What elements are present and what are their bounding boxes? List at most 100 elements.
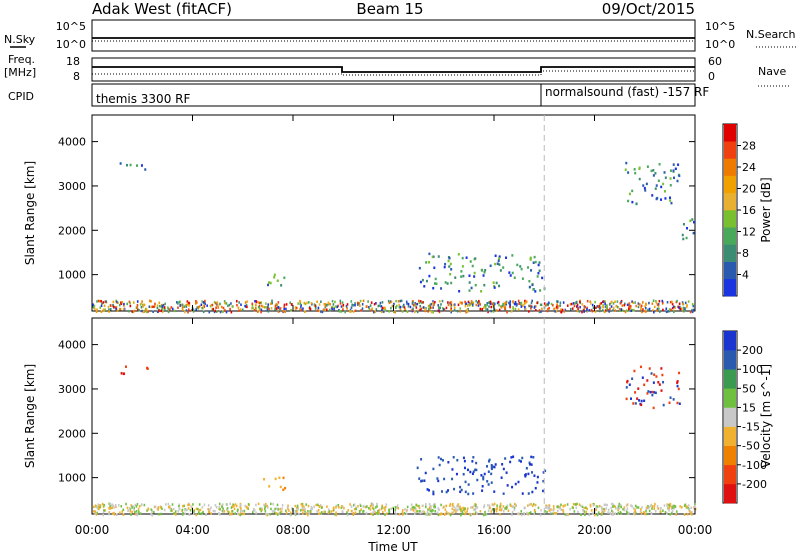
power-ground-cell xyxy=(629,305,632,308)
velocity-ground-cell xyxy=(341,505,344,508)
velocity-ground-cell xyxy=(605,507,608,510)
power-echo-cell xyxy=(627,171,630,174)
power-echo-cell xyxy=(660,198,663,201)
velocity-ground-cell xyxy=(218,507,220,511)
power-echo-cell xyxy=(494,262,497,266)
velocity-echo-cell xyxy=(678,402,681,405)
power-ground-cell xyxy=(300,304,302,307)
power-ground-cell xyxy=(453,306,456,309)
power-ground-cell xyxy=(666,301,669,304)
power-ground-cell xyxy=(163,306,166,309)
velocity-ground-cell xyxy=(600,505,603,509)
power-ground-cell xyxy=(283,303,286,307)
power-ground-cell xyxy=(202,304,205,307)
power-ground-cell xyxy=(685,305,688,309)
velocity-ground-cell xyxy=(288,509,290,512)
power-ground-cell xyxy=(449,304,452,307)
x-tick-label: 08:00 xyxy=(276,523,311,537)
power-ground-cell xyxy=(261,304,263,308)
power-ground-cell xyxy=(691,303,694,306)
power-ground-cell xyxy=(409,305,412,309)
velocity-echo-cell xyxy=(668,401,671,405)
velocity-ground-cell xyxy=(430,510,433,514)
velocity-ground-cell xyxy=(132,505,135,508)
power-ground-cell xyxy=(570,302,573,306)
velocity-ground-cell xyxy=(318,512,320,515)
velocity-ground-cell xyxy=(459,505,461,509)
velocity-ground-cell xyxy=(443,513,446,516)
power-ground-cell xyxy=(536,301,539,305)
velocity-ground-cell xyxy=(138,510,140,513)
velocity-ground-cell xyxy=(545,506,548,509)
velocity-ground-cell xyxy=(423,510,425,514)
power-ground-cell xyxy=(192,310,195,313)
velocity-ground-cell xyxy=(397,506,400,510)
velocity-echo-cell xyxy=(452,455,455,459)
velocity-echo-cell xyxy=(521,456,524,460)
velocity-ground-cell xyxy=(239,505,242,509)
power-ground-cell xyxy=(93,304,96,308)
power-ground-cell xyxy=(181,308,184,311)
power-ground-cell xyxy=(489,302,492,305)
power-ground-cell xyxy=(342,308,344,311)
velocity-ground-cell xyxy=(552,505,555,508)
power-ground-cell xyxy=(470,300,473,303)
power-ground-cell xyxy=(450,307,452,311)
power-ground-cell xyxy=(337,304,339,308)
power-echo-cell xyxy=(664,190,667,193)
velocity-ground-cell xyxy=(437,513,440,517)
velocity-colorbar-segment xyxy=(724,369,736,389)
velocity-echo-cell xyxy=(451,477,454,481)
power-echo-cell xyxy=(652,174,655,177)
velocity-ground-cell xyxy=(527,504,529,507)
velocity-ground-cell xyxy=(279,511,282,514)
power-ground-cell xyxy=(398,303,400,307)
power-ground-cell xyxy=(332,303,335,306)
velocity-echo-cell xyxy=(487,460,490,463)
power-ground-cell xyxy=(661,302,664,306)
velocity-ground-cell xyxy=(510,504,512,507)
velocity-ground-cell xyxy=(634,504,637,508)
velocity-echo-cell xyxy=(652,381,655,384)
power-ground-cell xyxy=(429,309,431,312)
velocity-echo-cell xyxy=(493,490,496,493)
velocity-ground-cell xyxy=(418,506,421,510)
velocity-ground-cell xyxy=(109,502,111,506)
power-echo-cell xyxy=(669,169,672,172)
power-ground-cell xyxy=(379,301,382,305)
power-ground-cell xyxy=(497,300,500,304)
velocity-ground-cell xyxy=(372,507,375,511)
power-ground-cell xyxy=(141,309,143,313)
velocity-echo-cell xyxy=(672,398,675,401)
velocity-echo-cell xyxy=(542,471,545,474)
power-echo-cell xyxy=(473,275,476,278)
power-ground-cell xyxy=(320,300,322,303)
power-ground-cell xyxy=(215,306,217,309)
power-echo-cell xyxy=(511,254,514,257)
power-ground-cell xyxy=(596,305,599,308)
power-ground-cell xyxy=(644,306,647,310)
velocity-ground-cell xyxy=(496,507,498,510)
power-ground-cell xyxy=(530,301,533,305)
power-echo-cell xyxy=(633,168,636,171)
velocity-echo-cell xyxy=(436,477,439,480)
power-ground-cell xyxy=(345,305,348,308)
velocity-ground-cell xyxy=(683,504,686,507)
velocity-ground-cell xyxy=(691,513,693,516)
velocity-ground-cell xyxy=(267,512,270,516)
velocity-ground-cell xyxy=(108,511,111,514)
velocity-ground-cell xyxy=(415,503,418,507)
velocity-ytick-label: 4000 xyxy=(58,339,86,352)
velocity-ground-cell xyxy=(143,503,146,507)
velocity-ground-cell xyxy=(540,509,542,512)
date-label: 09/Oct/2015 xyxy=(602,0,695,18)
power-ground-cell xyxy=(503,305,505,308)
velocity-echo-cell xyxy=(657,381,660,384)
velocity-echo-cell xyxy=(632,402,635,405)
velocity-ground-cell xyxy=(520,510,523,513)
velocity-ground-cell xyxy=(623,506,626,509)
velocity-colorbar-segment xyxy=(724,464,736,485)
power-colorbar-segment xyxy=(724,210,736,228)
power-ground-cell xyxy=(450,310,452,314)
